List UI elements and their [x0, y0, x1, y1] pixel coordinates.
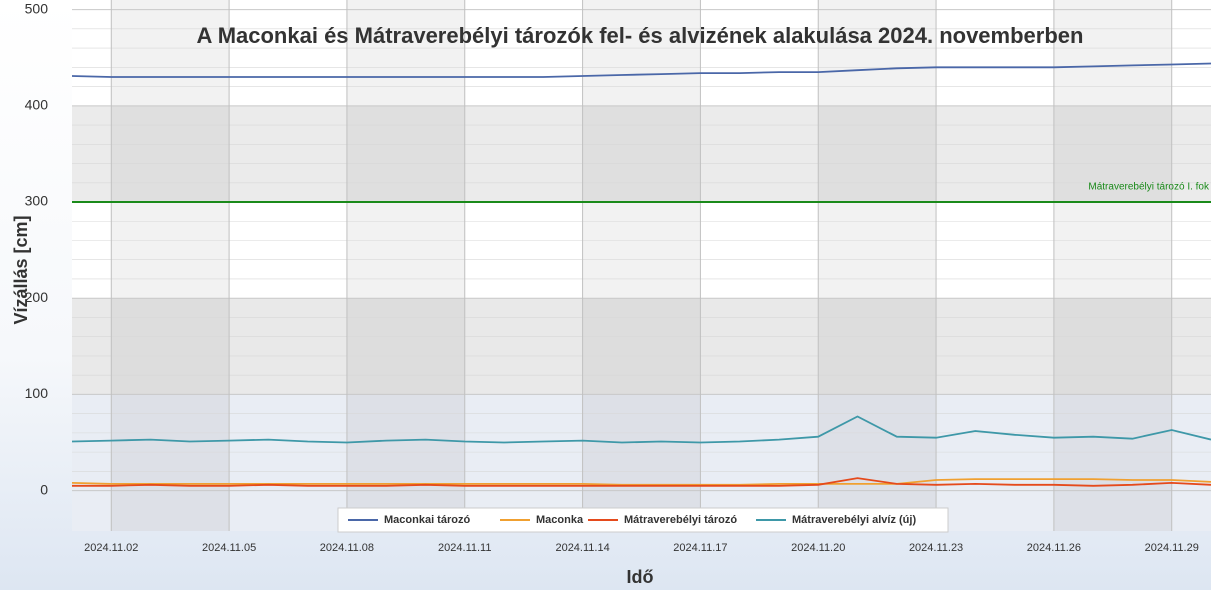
x-tick-label: 2024.11.20	[791, 542, 845, 554]
x-tick-label: 2024.11.17	[673, 542, 727, 554]
series-line	[72, 477, 1211, 487]
legend-label: Mátraverebélyi alvíz (új)	[792, 514, 916, 526]
y-axis-label: Vízállás [cm]	[11, 215, 31, 324]
legend-label: Maconka	[536, 514, 584, 526]
reference-label: Mátraverebélyi tározó I. fok	[1088, 182, 1210, 193]
band	[111, 0, 230, 531]
x-tick-label: 2024.11.08	[320, 542, 374, 554]
x-tick-label: 2024.11.05	[202, 542, 256, 554]
band	[346, 0, 465, 531]
x-axis-label: Idő	[627, 567, 654, 587]
series-line	[71, 478, 1211, 486]
y-tick-label: 0	[40, 481, 48, 497]
band	[72, 9, 1211, 106]
y-tick-label: 200	[25, 289, 49, 305]
y-tick-label: 100	[25, 385, 49, 401]
series-line	[71, 415, 1211, 444]
band	[72, 105, 1211, 203]
x-tick-label: 2024.11.23	[909, 542, 963, 554]
x-tick-label: 2024.11.11	[438, 542, 491, 554]
band	[818, 0, 937, 531]
x-tick-label: 2024.11.02	[84, 542, 138, 554]
x-tick-label: 2024.11.14	[555, 542, 609, 554]
band	[582, 0, 701, 531]
legend: Maconkai tározó Maconka Mátraverebélyi tár…	[337, 507, 949, 533]
y-tick-label: 300	[25, 193, 49, 209]
x-tick-label: 2024.11.29	[1145, 542, 1199, 554]
band	[72, 202, 1211, 299]
y-tick-label: 400	[25, 97, 49, 113]
legend-box	[337, 507, 949, 533]
legend-label: Mátraverebélyi tározó	[624, 514, 737, 526]
chart-title: A Maconkai és Mátraverebélyi tározók fel…	[197, 23, 1084, 48]
series-line	[71, 62, 1211, 78]
band	[1053, 0, 1172, 531]
y-tick-label: 500	[25, 0, 49, 16]
x-tick-label: 2024.11.26	[1027, 542, 1081, 554]
band	[72, 298, 1211, 395]
legend-label: Maconkai tározó	[384, 514, 470, 526]
